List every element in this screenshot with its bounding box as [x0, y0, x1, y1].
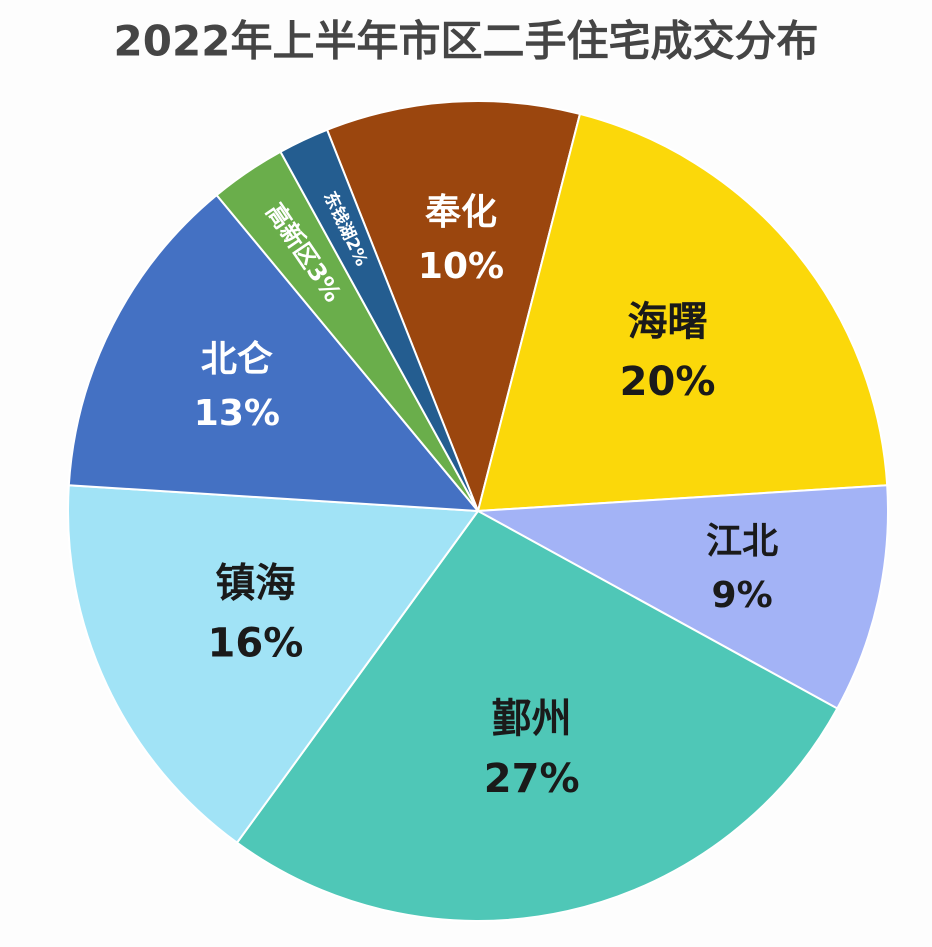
value-label: 9%: [712, 575, 773, 616]
category-label: 镇海: [215, 561, 295, 607]
value-label: 16%: [208, 621, 304, 667]
value-label: 10%: [418, 246, 504, 287]
category-label: 北仑: [201, 339, 273, 380]
pie-slice: [474, 484, 889, 710]
value-label: 13%: [194, 393, 280, 434]
pie-slice: [325, 100, 582, 515]
pie-slice: [67, 193, 481, 513]
pie-slice: [235, 509, 839, 922]
pie-slice: [67, 484, 480, 845]
value-label: 27%: [484, 756, 580, 802]
chart-title: 2022年上半年市区二手住宅成交分布: [114, 17, 819, 66]
category-label: 鄞州: [492, 696, 572, 742]
pie-slice: [279, 128, 479, 512]
category-label: 奉化: [425, 192, 497, 233]
category-label: 海曙: [628, 299, 708, 345]
value-label: 20%: [620, 359, 716, 405]
pie-slice: [476, 112, 889, 513]
category-label: 江北: [706, 521, 778, 562]
